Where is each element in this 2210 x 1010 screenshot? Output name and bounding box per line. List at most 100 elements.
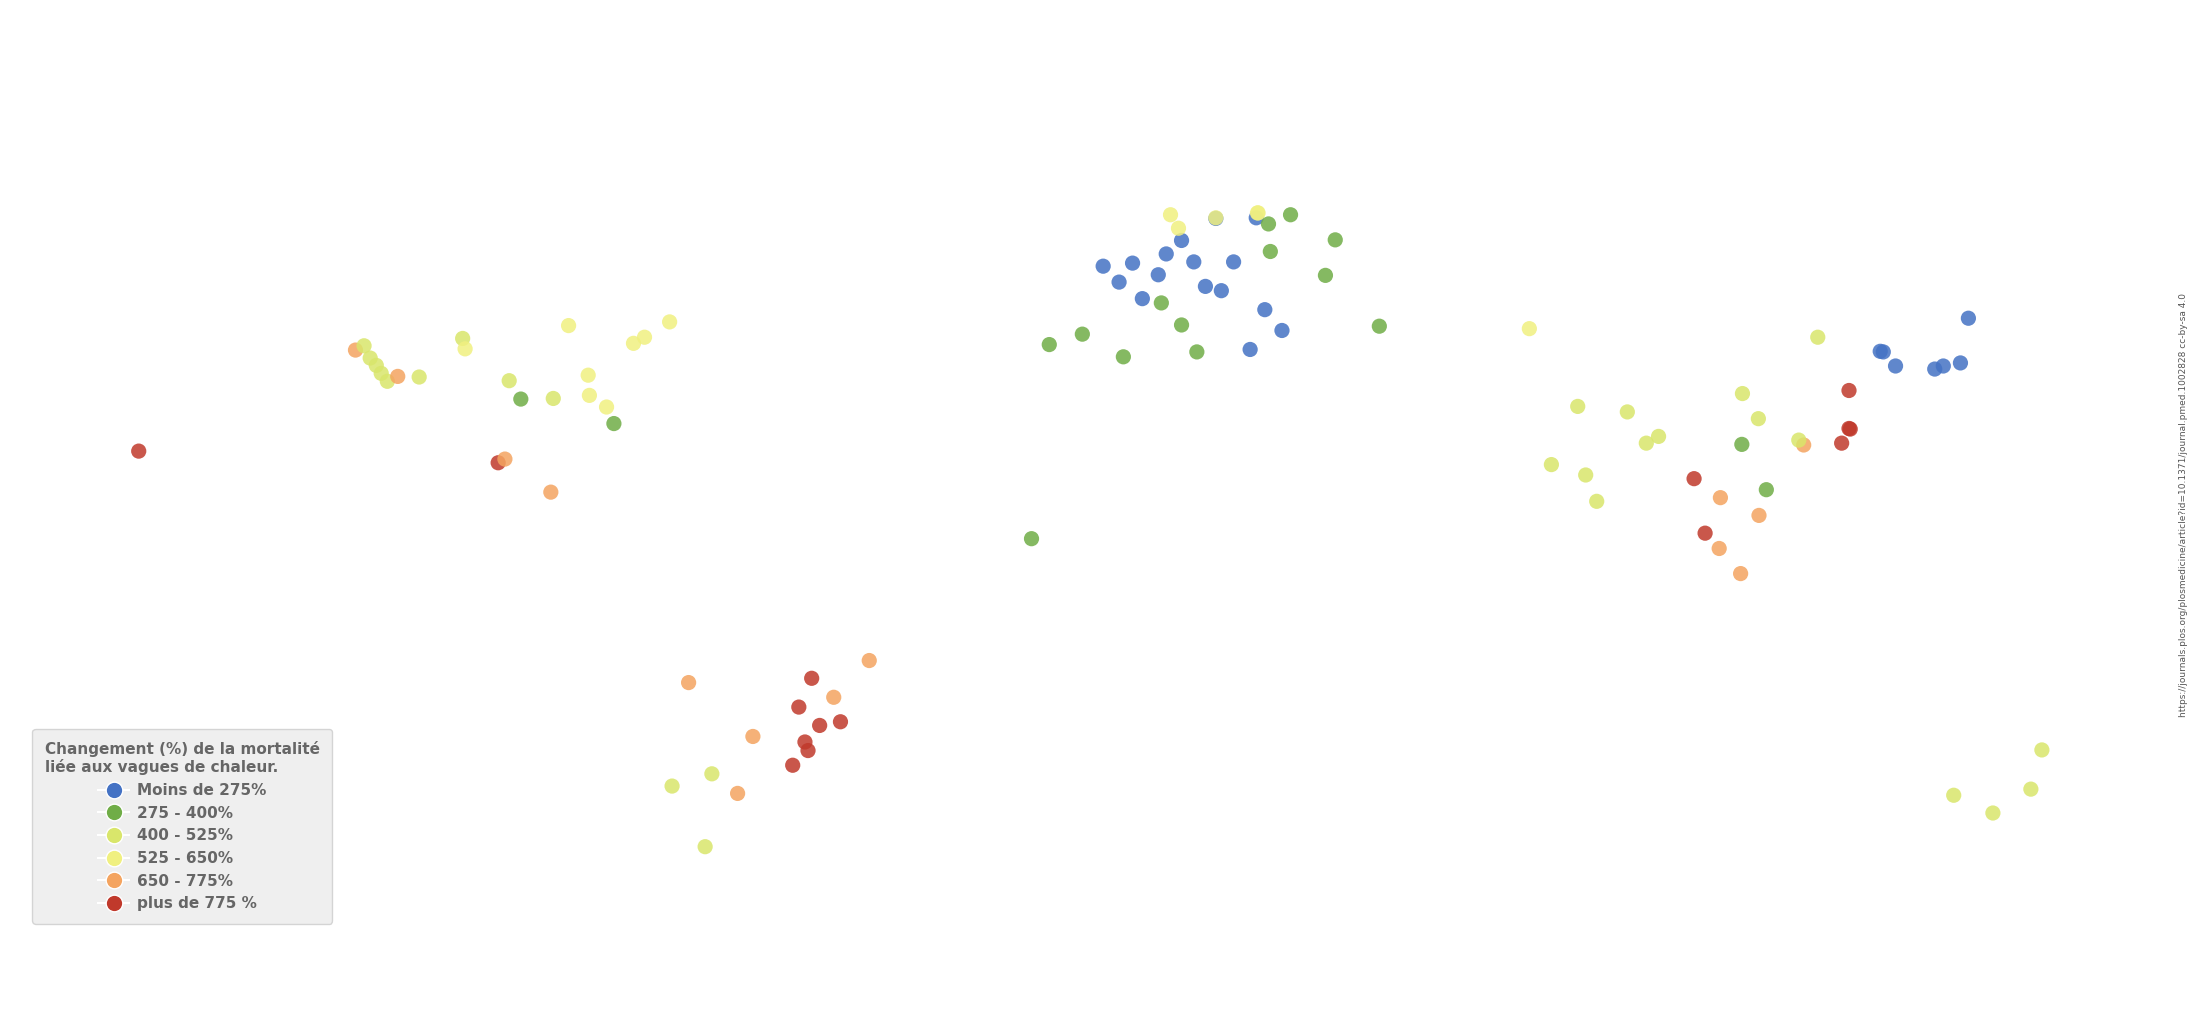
- Point: [1629, 435, 1664, 451]
- Point: [1149, 245, 1185, 262]
- Point: [1741, 411, 1777, 427]
- Point: [1724, 436, 1759, 452]
- Point: [1878, 358, 1914, 374]
- Point: [535, 391, 570, 407]
- Point: [347, 337, 382, 354]
- Point: [1748, 482, 1783, 498]
- Point: [1154, 207, 1189, 223]
- Point: [444, 330, 480, 346]
- Point: [486, 451, 522, 468]
- Point: [1781, 432, 1817, 448]
- Point: [791, 742, 827, 759]
- Point: [802, 717, 838, 733]
- Point: [1165, 317, 1200, 333]
- Point: [358, 358, 393, 374]
- Point: [1240, 205, 1275, 221]
- Point: [597, 415, 632, 431]
- Point: [1832, 383, 1867, 399]
- Point: [1105, 348, 1140, 365]
- Point: [815, 689, 851, 705]
- Point: [1114, 256, 1149, 272]
- Point: [1976, 805, 2011, 821]
- Point: [1240, 205, 1275, 221]
- Point: [570, 367, 606, 383]
- Point: [652, 314, 687, 330]
- Point: [1143, 295, 1178, 311]
- Point: [1085, 259, 1120, 275]
- Point: [628, 329, 663, 345]
- Point: [362, 366, 398, 382]
- Point: [2013, 781, 2049, 797]
- Point: [736, 728, 771, 744]
- Point: [1065, 326, 1101, 342]
- Point: [1180, 343, 1216, 360]
- Point: [787, 734, 822, 750]
- Point: [1204, 283, 1240, 299]
- Legend: Moins de 275%, 275 - 400%, 400 - 525%, 525 - 650%, 650 - 775%, plus de 775 %: Moins de 275%, 275 - 400%, 400 - 525%, 5…: [33, 728, 332, 923]
- Point: [1233, 341, 1269, 358]
- Point: [1140, 267, 1176, 283]
- Point: [694, 766, 729, 782]
- Point: [780, 699, 815, 715]
- Point: [533, 484, 568, 500]
- Point: [1702, 490, 1737, 506]
- Point: [1125, 291, 1160, 307]
- Point: [122, 443, 157, 460]
- Point: [1187, 279, 1222, 295]
- Point: [1865, 343, 1901, 360]
- Point: [1677, 471, 1713, 487]
- Point: [380, 369, 415, 385]
- Point: [1308, 268, 1344, 284]
- Point: [1786, 437, 1821, 453]
- Text: https://journals.plos.org/plosmedicine/article?id=10.1371/journal.pmed.1002828 c: https://journals.plos.org/plosmedicine/a…: [2179, 293, 2188, 717]
- Point: [588, 399, 623, 415]
- Point: [491, 373, 526, 389]
- Point: [1253, 243, 1288, 260]
- Point: [1198, 210, 1233, 226]
- Point: [1032, 336, 1067, 352]
- Point: [1176, 254, 1211, 270]
- Point: [1916, 361, 1951, 377]
- Point: [1832, 421, 1867, 437]
- Point: [504, 391, 539, 407]
- Point: [1101, 274, 1136, 290]
- Point: [1741, 507, 1777, 523]
- Point: [1014, 530, 1050, 546]
- Point: [851, 652, 886, 669]
- Point: [1943, 355, 1978, 371]
- Point: [550, 317, 586, 333]
- Point: [1246, 302, 1282, 318]
- Point: [1264, 322, 1299, 338]
- Point: [354, 349, 389, 366]
- Point: [1801, 329, 1837, 345]
- Point: [1317, 231, 1353, 247]
- Point: [402, 369, 438, 385]
- Point: [1832, 420, 1867, 436]
- Point: [1578, 493, 1613, 509]
- Point: [2024, 742, 2060, 759]
- Point: [1165, 232, 1200, 248]
- Point: [1160, 220, 1196, 236]
- Point: [1640, 428, 1675, 444]
- Point: [1688, 525, 1724, 541]
- Point: [1609, 404, 1644, 420]
- Point: [720, 786, 756, 802]
- Point: [654, 778, 690, 794]
- Point: [1823, 435, 1859, 451]
- Point: [687, 838, 723, 854]
- Point: [1512, 320, 1547, 336]
- Point: [1702, 540, 1737, 557]
- Point: [1724, 386, 1759, 402]
- Point: [1361, 318, 1397, 334]
- Point: [1724, 566, 1759, 582]
- Point: [1198, 210, 1233, 226]
- Point: [822, 714, 857, 730]
- Point: [1216, 254, 1251, 270]
- Point: [1951, 310, 1987, 326]
- Point: [617, 335, 652, 351]
- Point: [480, 454, 515, 471]
- Point: [672, 675, 707, 691]
- Point: [1273, 207, 1308, 223]
- Point: [369, 374, 404, 390]
- Point: [1925, 358, 1960, 374]
